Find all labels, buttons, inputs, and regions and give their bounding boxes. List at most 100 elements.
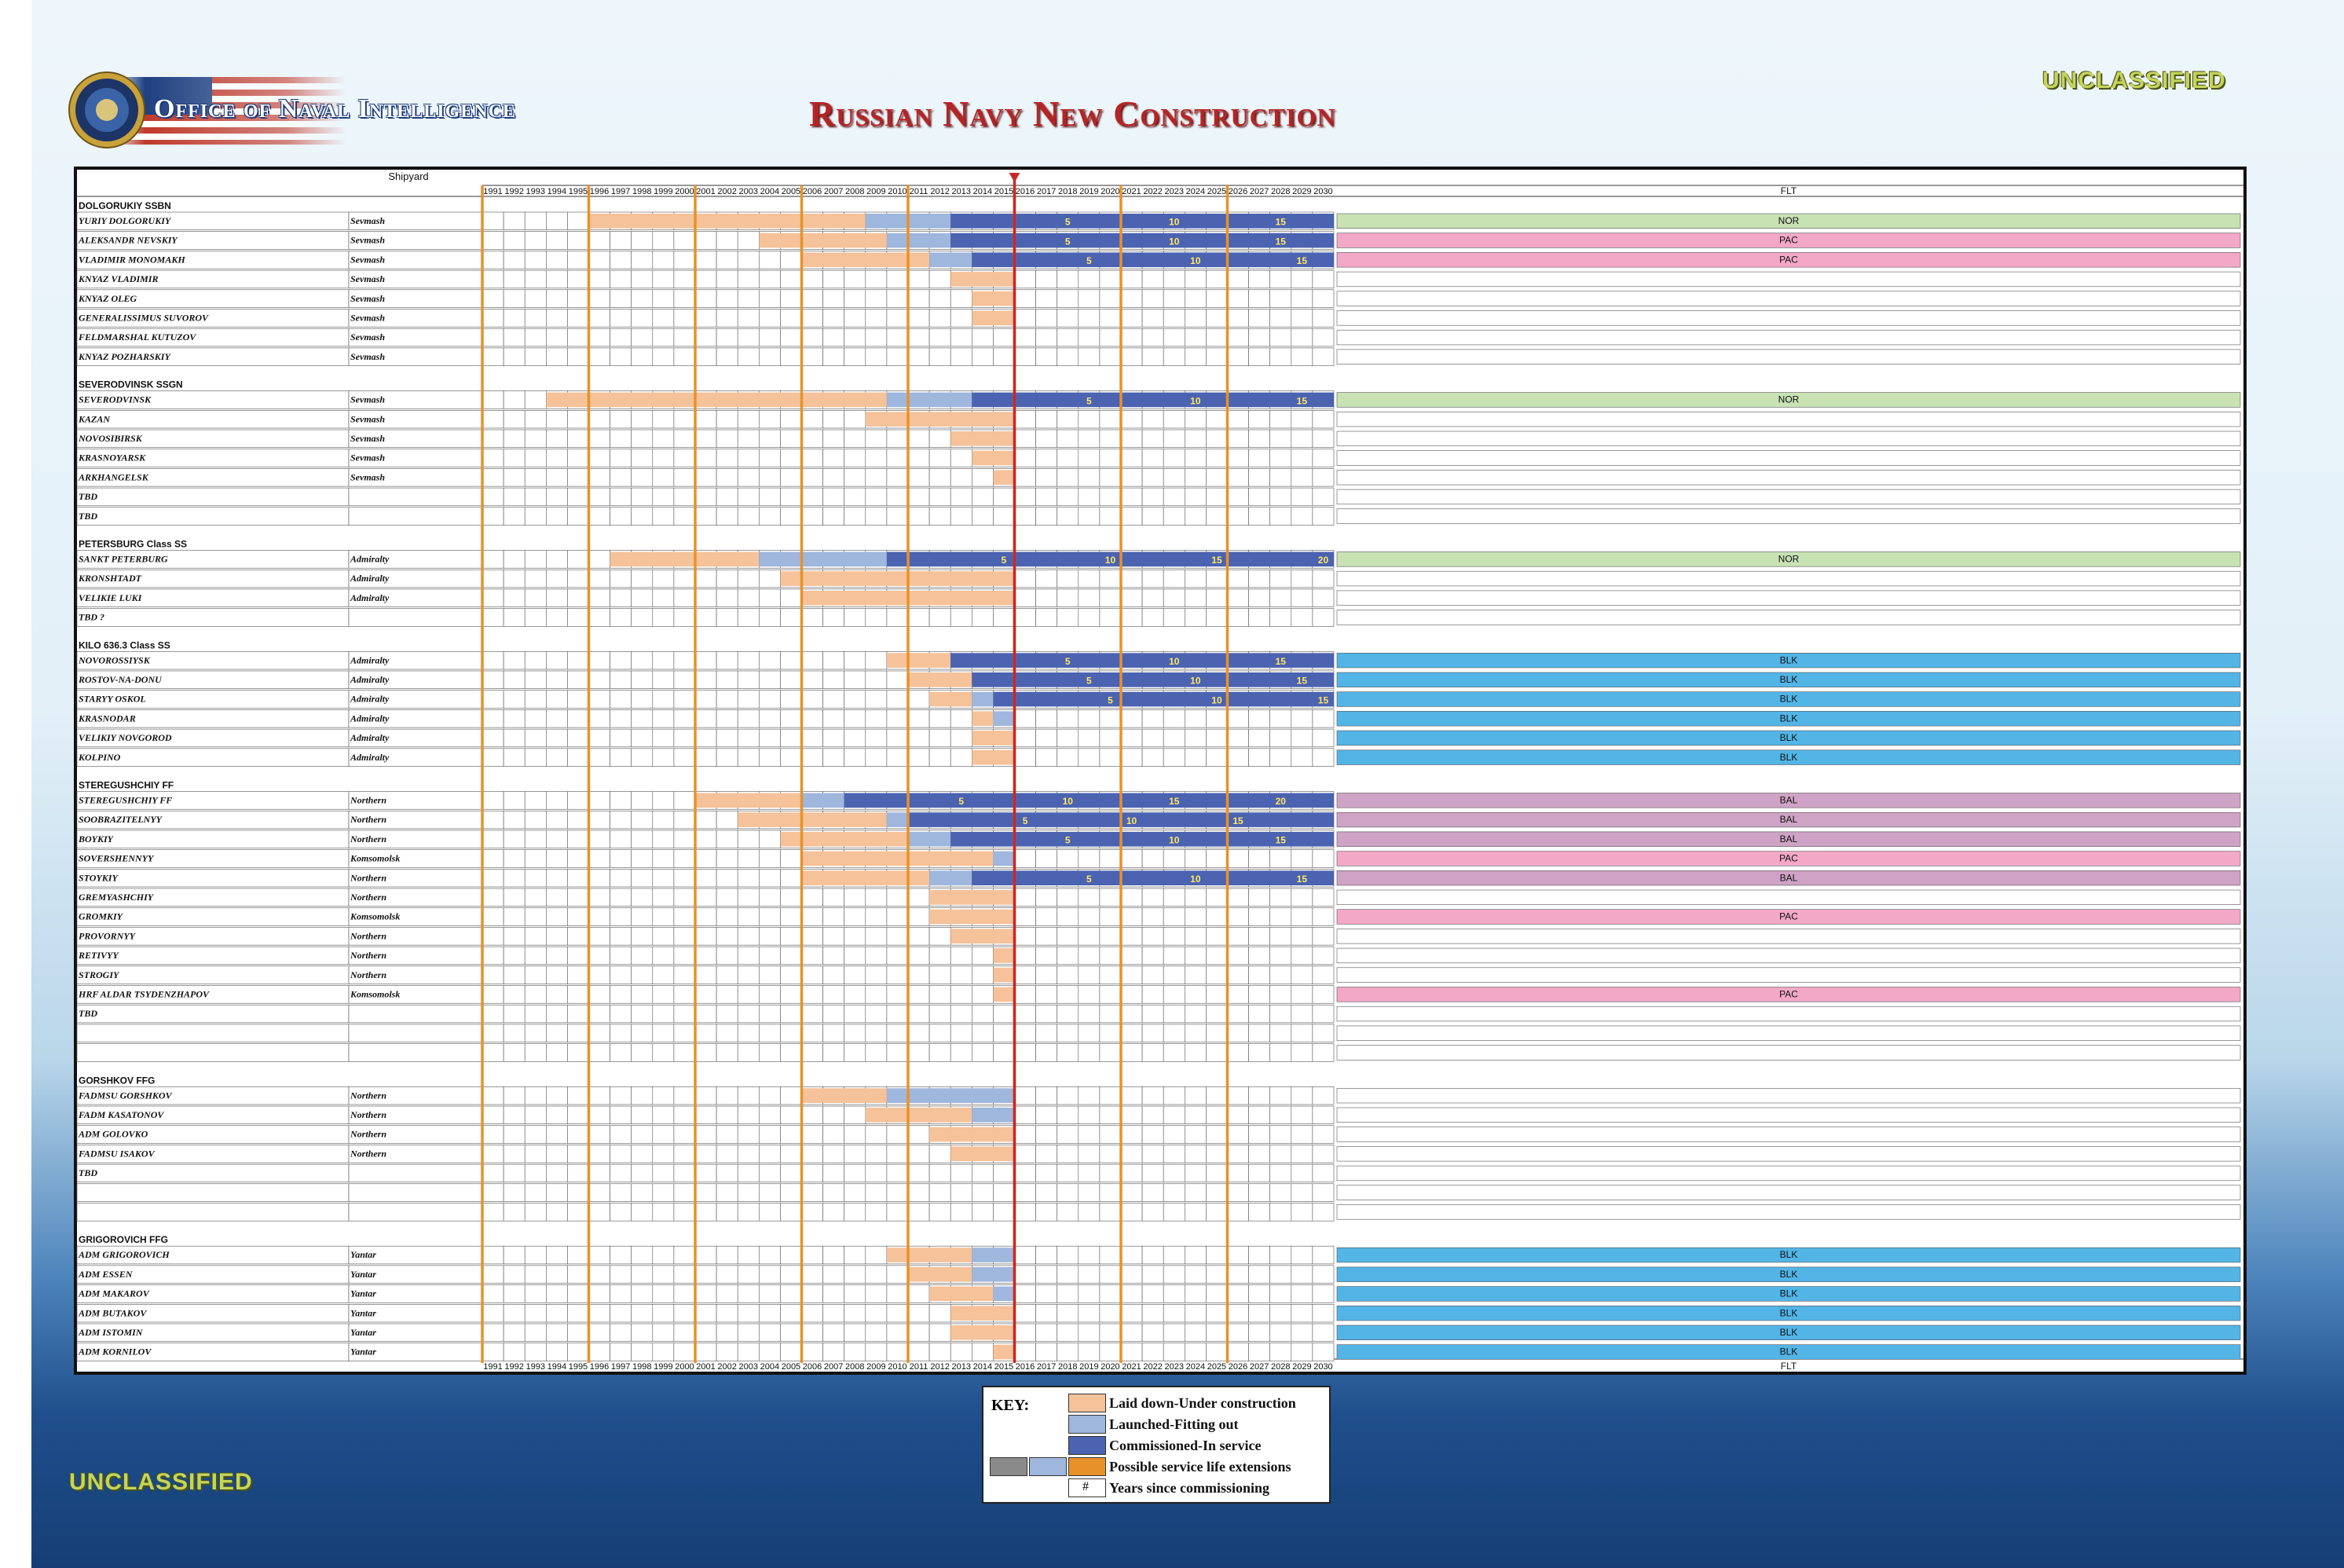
year-cell — [993, 1203, 1015, 1222]
year-cell — [1057, 1145, 1079, 1163]
year-cell — [928, 608, 951, 627]
year-cell — [865, 347, 888, 366]
year-cell — [758, 289, 781, 308]
year-cell — [545, 569, 568, 588]
year-cell — [673, 1105, 696, 1125]
bar-in-service — [844, 793, 1334, 808]
year-cell — [886, 1323, 909, 1343]
year-label-top: 2013 — [952, 187, 971, 196]
ship-yard: Northern — [350, 872, 386, 883]
year-cell — [780, 1125, 802, 1144]
year-cell — [1057, 1183, 1079, 1202]
year-cell — [1163, 1183, 1185, 1202]
year-cell — [588, 468, 610, 487]
year-label-bottom: 2030 — [1313, 1362, 1332, 1372]
ship-name: STEREGUSHCHIY FF — [79, 795, 172, 806]
year-cell — [588, 1245, 610, 1265]
year-cell — [1312, 1265, 1335, 1284]
year-cell — [652, 429, 675, 449]
year-label-top: 1994 — [548, 187, 566, 196]
year-cell — [1078, 1304, 1101, 1323]
year-cell — [673, 1304, 696, 1323]
year-cell — [1185, 1024, 1207, 1042]
year-cell — [588, 830, 610, 848]
year-cell — [524, 211, 547, 231]
year-cell — [1035, 429, 1057, 449]
year-cell — [907, 965, 930, 984]
year-label-top: 2001 — [696, 187, 715, 196]
bar-fitting-out — [972, 691, 994, 707]
year-cell — [610, 1004, 632, 1024]
ship-yard: Komsomolsk — [350, 989, 400, 1000]
year-cell — [567, 449, 589, 467]
year-cell — [610, 449, 632, 467]
year-cell — [1035, 468, 1057, 487]
name-cell — [76, 487, 350, 507]
year-cell — [1120, 1304, 1143, 1323]
year-cell — [716, 1183, 738, 1202]
year-cell — [1078, 1125, 1101, 1144]
year-cell — [758, 328, 781, 347]
year-cell — [780, 588, 802, 607]
ship-yard: Sevmash — [350, 215, 385, 226]
year-cell — [567, 1145, 589, 1163]
ship-fleet: BLK — [1780, 1288, 1798, 1299]
year-cell — [1120, 1145, 1143, 1163]
year-label-bottom: 2012 — [930, 1362, 949, 1372]
year-cell — [1291, 1024, 1313, 1042]
year-cell — [1291, 269, 1313, 289]
year-cell — [694, 1323, 717, 1343]
year-cell — [844, 1245, 866, 1265]
year-cell — [737, 409, 760, 429]
year-cell — [716, 347, 738, 366]
milestone-label: 5 — [1108, 694, 1113, 705]
year-cell — [928, 449, 951, 467]
year-cell — [865, 946, 888, 965]
year-cell — [482, 347, 504, 366]
year-cell — [1057, 328, 1079, 347]
bar-construction — [929, 909, 1015, 925]
year-cell — [886, 468, 909, 487]
year-cell — [1057, 468, 1079, 487]
milestone-label: 5 — [1086, 255, 1092, 266]
year-cell — [652, 1004, 675, 1024]
year-cell — [907, 907, 930, 926]
ship-name: SANKT PETERBURG — [79, 554, 168, 565]
year-cell — [758, 670, 781, 690]
bar-construction — [908, 672, 972, 687]
fleet-cell — [1336, 411, 2241, 427]
year-cell — [1035, 965, 1057, 984]
year-cell — [652, 347, 675, 366]
year-label-top: 1991 — [483, 187, 502, 196]
year-cell — [737, 927, 760, 946]
name-cell — [76, 1203, 350, 1222]
year-cell — [1269, 569, 1292, 588]
fleet-cell — [1336, 489, 2241, 505]
year-cell — [1248, 487, 1270, 507]
year-cell — [652, 1086, 675, 1105]
year-cell — [737, 869, 760, 888]
year-cell — [610, 810, 632, 830]
year-cell — [503, 670, 526, 690]
year-cell — [844, 946, 866, 965]
year-cell — [737, 269, 760, 289]
year-cell — [716, 487, 738, 507]
year-cell — [1206, 927, 1228, 946]
year-cell — [1035, 507, 1057, 526]
fleet-cell — [1336, 233, 2241, 248]
year-cell — [886, 309, 909, 328]
year-cell — [737, 650, 760, 670]
year-cell — [993, 328, 1015, 347]
year-cell — [844, 907, 866, 926]
milestone-label: 10 — [1169, 236, 1180, 247]
year-cell — [822, 927, 844, 946]
year-cell — [631, 849, 654, 868]
year-cell — [673, 869, 696, 888]
year-cell — [503, 269, 526, 289]
year-cell — [1269, 1145, 1292, 1163]
year-cell — [503, 390, 526, 409]
year-cell — [1014, 965, 1036, 984]
year-cell — [928, 507, 951, 526]
year-label-bottom: 2014 — [973, 1362, 992, 1372]
year-cell — [524, 849, 547, 868]
